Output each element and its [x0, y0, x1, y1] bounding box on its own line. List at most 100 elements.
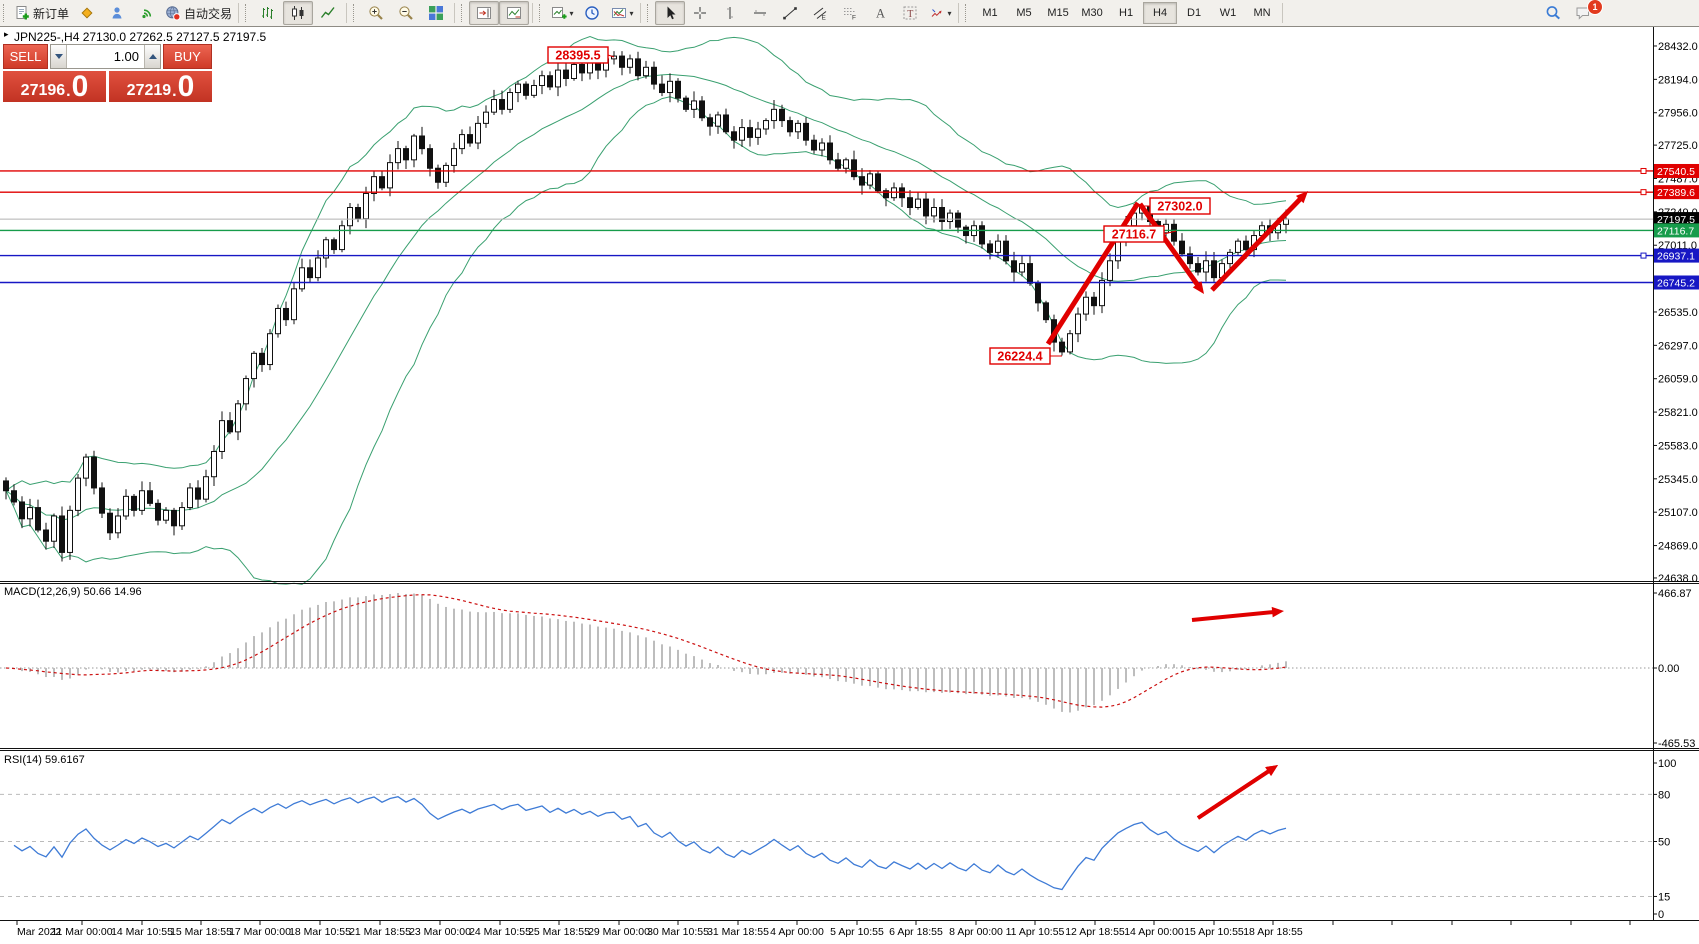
timeframe-m30-button[interactable]: M30 — [1081, 7, 1103, 19]
auto-trading-label: 自动交易 — [184, 6, 233, 21]
trend-arrow[interactable] — [1196, 766, 1275, 820]
price-annotation-box[interactable] — [1149, 197, 1211, 215]
horizontal-line-tool-button[interactable] — [745, 1, 775, 25]
timeframe-d1-button[interactable]: D1 — [1187, 7, 1202, 19]
toolbar-grip[interactable] — [965, 4, 970, 22]
toolbar-grip[interactable] — [353, 4, 358, 22]
tile-windows-button[interactable] — [421, 1, 451, 25]
text-label-tool-button[interactable]: T — [895, 1, 925, 25]
price-annotation-box[interactable] — [547, 46, 609, 64]
toolbar-grip[interactable] — [539, 4, 544, 22]
toolbar-grip[interactable] — [461, 4, 466, 22]
time-axis-label: 31 Mar 18:55 — [707, 926, 769, 938]
line-chart-button[interactable] — [313, 1, 343, 25]
volume-value[interactable]: 1.00 — [113, 49, 139, 64]
chart-shift-button[interactable] — [469, 1, 500, 25]
buy-button[interactable]: BUY — [163, 44, 212, 69]
toolbar-grip[interactable] — [245, 4, 250, 22]
hline-handle[interactable] — [1640, 189, 1647, 196]
equidistant-channel-tool-button[interactable]: E — [805, 1, 835, 25]
time-axis-label: 4 Apr 00:00 — [770, 926, 824, 938]
timeframe-mn-button[interactable]: MN — [1253, 7, 1271, 19]
price-tag-text: 27540.5 — [1657, 166, 1695, 178]
textT-icon: T — [902, 5, 918, 21]
metaeditor-button[interactable] — [72, 1, 102, 25]
price-tag — [1654, 163, 1699, 178]
period-clock-button[interactable] — [577, 1, 607, 25]
price-tag — [1654, 212, 1699, 227]
arrows-tool-button[interactable]: ▾ — [925, 1, 955, 25]
auto-trading-button[interactable]: 自动交易 — [162, 1, 235, 25]
toolbar-grip[interactable] — [3, 4, 8, 22]
price-axis-label: 25345.0 — [1658, 474, 1698, 486]
buy-price[interactable]: 27219. 0 — [109, 71, 212, 102]
sell-price-pip: 0 — [71, 70, 89, 103]
autoscroll-icon — [506, 5, 522, 21]
zoom-in-button[interactable] — [361, 1, 391, 25]
timeframe-w1-button[interactable]: W1 — [1219, 7, 1237, 19]
timeframe-h1-button[interactable]: H1 — [1119, 7, 1134, 19]
toolbar-separator — [532, 3, 534, 23]
zoom-out-button[interactable] — [391, 1, 421, 25]
rsi-axis-label: 80 — [1658, 789, 1670, 801]
triangle-up-icon — [148, 54, 157, 59]
vline-icon — [722, 5, 738, 21]
crosshair-tool-button[interactable] — [685, 1, 715, 25]
search-button[interactable] — [1538, 1, 1568, 25]
price-tag-text: 26937.1 — [1657, 251, 1695, 263]
trendline-tool-button[interactable] — [775, 1, 805, 25]
trend-arrow[interactable] — [1210, 193, 1306, 292]
cube-icon — [79, 5, 95, 21]
rsi-axis-label: 100 — [1658, 758, 1676, 770]
crosshair-icon — [692, 5, 708, 21]
text-tool-button[interactable]: A — [865, 1, 895, 25]
volume-increase-button[interactable] — [144, 45, 160, 68]
time-axis-label: 21 Mar 18:55 — [349, 926, 411, 938]
volume-decrease-button[interactable] — [51, 45, 67, 68]
chat-button[interactable]: 1 — [1568, 0, 1603, 25]
trend-arrow[interactable] — [1191, 609, 1279, 622]
trend-arrow[interactable] — [1045, 201, 1141, 346]
time-axis-label: 29 Mar 00:00 — [588, 926, 650, 938]
sell-price-int: 27196 — [20, 82, 66, 99]
price-annotation-text: 26224.4 — [997, 350, 1042, 364]
trend-arrow[interactable] — [1137, 202, 1203, 291]
price-annotation-box[interactable] — [1103, 225, 1165, 243]
new-order-button[interactable]: 新订单 — [11, 1, 72, 25]
price-tag — [1654, 185, 1699, 200]
auto-scroll-button[interactable] — [499, 1, 530, 25]
toolbar-grip[interactable] — [647, 4, 652, 22]
timeframe-m5-button[interactable]: M5 — [1016, 7, 1032, 19]
addind-icon — [551, 5, 567, 21]
timeframe-m15-button[interactable]: M15 — [1047, 7, 1069, 19]
signals-button[interactable] — [132, 1, 162, 25]
chart-profile-button[interactable]: ▾ — [607, 1, 637, 25]
chevron-down-icon: ▾ — [947, 8, 952, 18]
price-axis-label: 25583.0 — [1658, 440, 1698, 452]
svg-text:T: T — [907, 9, 913, 20]
price-axis-label: 28432.0 — [1658, 41, 1698, 53]
chat-badge: 1 — [1587, 0, 1603, 15]
sell-button[interactable]: SELL — [3, 44, 48, 69]
vertical-line-tool-button[interactable] — [715, 1, 745, 25]
symbol-marker-icon: ▸ — [4, 29, 9, 39]
candlestick-chart-button[interactable] — [283, 1, 314, 25]
price-tag-text: 27197.5 — [1657, 214, 1695, 226]
timeframe-h4-button[interactable]: H4 — [1143, 2, 1178, 24]
hline-handle[interactable] — [1640, 252, 1647, 259]
time-axis-label: 18 Mar 10:55 — [289, 926, 351, 938]
fibonacci-tool-button[interactable]: F — [835, 1, 865, 25]
sell-price[interactable]: 27196. 0 — [3, 71, 106, 102]
cursor-tool-button[interactable] — [655, 1, 686, 25]
bar-chart-button[interactable] — [253, 1, 283, 25]
timeframe-m1-button[interactable]: M1 — [982, 7, 998, 19]
hline-handle[interactable] — [1640, 167, 1647, 174]
time-axis-label: 14 Mar 10:55 — [111, 926, 173, 938]
market-button[interactable] — [102, 1, 132, 25]
buy-price-int: 27219 — [126, 82, 172, 99]
price-annotation-box[interactable] — [989, 347, 1051, 365]
time-axis-label: 12 Apr 18:55 — [1065, 926, 1125, 938]
add-indicator-button[interactable]: ▾ — [547, 1, 577, 25]
